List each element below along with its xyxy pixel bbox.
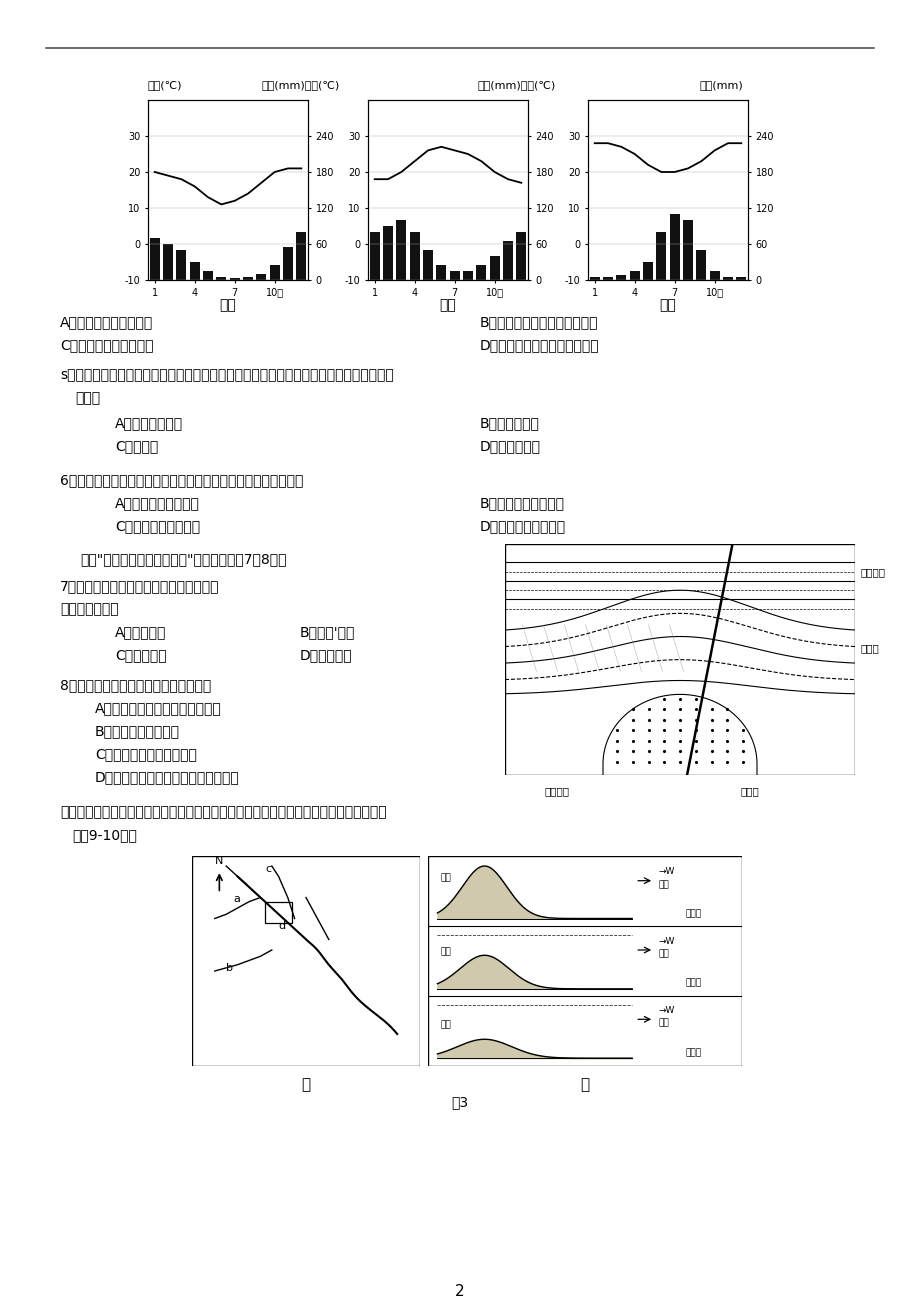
Bar: [589, 277, 599, 280]
Text: 初坡: 初坡: [440, 874, 451, 883]
Text: 降水(mm)气温(℃): 降水(mm)气温(℃): [478, 79, 556, 90]
Bar: [476, 266, 486, 280]
Bar: [216, 277, 226, 280]
Bar: [629, 271, 639, 280]
Text: 沉积岩乙: 沉积岩乙: [859, 566, 884, 577]
Text: B．地表可以修建铁路: B．地表可以修建铁路: [95, 724, 180, 738]
Text: D．乙站－丙站－甲站: D．乙站－丙站－甲站: [480, 519, 565, 534]
Bar: [265, 902, 292, 923]
Text: C．丙丁甲乙: C．丙丁甲乙: [115, 648, 166, 663]
Text: 降水(mm): 降水(mm): [699, 79, 743, 90]
Text: 褶皱丁: 褶皱丁: [859, 643, 878, 654]
Text: 6．根据温度资料，可以推测三个测站的海拔高度由高到低依次为: 6．根据温度资料，可以推测三个测站的海拔高度由高到低依次为: [60, 474, 303, 488]
Text: 初坡: 初坡: [658, 880, 669, 889]
Bar: [642, 262, 652, 280]
Text: 风带是: 风带是: [75, 391, 100, 405]
Bar: [423, 250, 433, 280]
Text: 断层甲: 断层甲: [740, 786, 758, 797]
Text: A．甲站－乙站－丙站: A．甲站－乙站－丙站: [115, 496, 199, 510]
Bar: [203, 271, 213, 280]
Text: →W: →W: [658, 1006, 675, 1016]
Bar: [735, 277, 745, 280]
Text: 完成9-10题。: 完成9-10题。: [72, 828, 137, 842]
Text: D．东北信风带: D．东北信风带: [480, 439, 540, 453]
Bar: [163, 243, 173, 280]
Text: A．甲乙丙丁: A．甲乙丙丁: [115, 625, 166, 639]
Text: s．三个测站部分月份降水较少，其主要原因是受到某一气压带或风带的影响。该气压带或: s．三个测站部分月份降水较少，其主要原因是受到某一气压带或风带的影响。该气压带或: [60, 368, 393, 381]
Text: D．南半球的热带稀树草原气候: D．南半球的热带稀树草原气候: [480, 339, 599, 352]
Text: 乙站: 乙站: [439, 298, 456, 312]
Text: d: d: [278, 921, 286, 931]
Text: 阶段一: 阶段一: [685, 909, 701, 918]
Text: D．丁丙甲乙: D．丁丙甲乙: [300, 648, 352, 663]
Bar: [602, 277, 612, 280]
Text: 阶段二: 阶段二: [685, 979, 701, 988]
Text: 2: 2: [455, 1284, 464, 1299]
Bar: [283, 247, 292, 280]
Bar: [396, 220, 406, 280]
Text: 甲: 甲: [301, 1078, 311, 1092]
Bar: [150, 238, 160, 280]
Text: 丙站: 丙站: [659, 298, 675, 312]
Text: 8．下列关于此地开发的叙述，合理的是: 8．下列关于此地开发的叙述，合理的是: [60, 678, 211, 693]
Bar: [269, 266, 279, 280]
Text: B．东南信风带: B．东南信风带: [480, 417, 539, 430]
Bar: [682, 220, 692, 280]
Bar: [243, 277, 253, 280]
Text: C．乙站－甲站－丙站: C．乙站－甲站－丙站: [115, 519, 200, 534]
Bar: [516, 232, 526, 280]
Text: B．甲站－丙站－乙站: B．甲站－丙站－乙站: [480, 496, 564, 510]
Text: C．南半球的地中海气候: C．南半球的地中海气候: [60, 339, 153, 352]
Text: 甲站: 甲站: [220, 298, 236, 312]
Bar: [189, 262, 199, 280]
Bar: [709, 271, 719, 280]
Text: b: b: [226, 963, 233, 973]
Bar: [369, 232, 380, 280]
Text: →W: →W: [658, 867, 675, 876]
Bar: [722, 277, 732, 280]
Bar: [616, 275, 626, 280]
Text: D．褶皱内部肯定存在油气，可以开发: D．褶皱内部肯定存在油气，可以开发: [95, 771, 240, 784]
Text: A．北半球的她中海气候: A．北半球的她中海气候: [60, 315, 153, 329]
Text: 下图中甲图为我国南方某区域水系示意图，乙图是甲图中方框处的地形演化示意图。读图: 下图中甲图为我国南方某区域水系示意图，乙图是甲图中方框处的地形演化示意图。读图: [60, 805, 386, 819]
Text: 河流: 河流: [658, 1018, 669, 1027]
Text: 降水(mm)气温(℃): 降水(mm)气温(℃): [262, 79, 340, 90]
Bar: [256, 273, 266, 280]
Polygon shape: [602, 694, 756, 776]
Bar: [449, 271, 460, 280]
Bar: [382, 227, 392, 280]
Bar: [176, 250, 187, 280]
Text: c: c: [265, 865, 271, 875]
Text: A．赤道低气压带: A．赤道低气压带: [115, 417, 183, 430]
Text: a: a: [233, 893, 240, 904]
Text: 坡面: 坡面: [440, 947, 451, 956]
Bar: [503, 241, 513, 280]
Text: 图3: 图3: [451, 1095, 468, 1109]
Text: 坡面: 坡面: [658, 949, 669, 958]
Text: A．可以利用天然拱形，修建隧道: A．可以利用天然拱形，修建隧道: [95, 702, 221, 715]
Bar: [669, 214, 679, 280]
Bar: [436, 266, 446, 280]
Bar: [462, 271, 472, 280]
Bar: [409, 232, 419, 280]
Text: B．北半球的热带稀树草原气候: B．北半球的热带稀树草原气候: [480, 315, 598, 329]
Bar: [489, 256, 499, 280]
Text: C．可以在此地修建采石厂: C．可以在此地修建采石厂: [95, 747, 197, 762]
Text: 河流: 河流: [440, 1021, 451, 1030]
Text: 气温(℃): 气温(℃): [148, 79, 182, 90]
Text: B．甲了'乙丙: B．甲了'乙丙: [300, 625, 355, 639]
Text: 排列，正确的是: 排列，正确的是: [60, 603, 119, 617]
Bar: [655, 232, 665, 280]
Text: 7．图中甲、乙、丙、丁按出现的先后顺序: 7．图中甲、乙、丙、丁按出现的先后顺序: [60, 579, 220, 594]
Bar: [296, 232, 306, 280]
Text: →W: →W: [658, 936, 675, 945]
Bar: [696, 250, 706, 280]
Text: 阶段三: 阶段三: [685, 1048, 701, 1057]
Text: C．西风带: C．西风带: [115, 439, 158, 453]
Bar: [230, 279, 240, 280]
Text: N: N: [215, 855, 223, 866]
Text: 右为"某区域地质构造剖面图"。读图，回答7～8题。: 右为"某区域地质构造剖面图"。读图，回答7～8题。: [80, 552, 286, 566]
Text: 岩浆岩丙: 岩浆岩丙: [544, 786, 570, 797]
Text: 乙: 乙: [580, 1078, 589, 1092]
